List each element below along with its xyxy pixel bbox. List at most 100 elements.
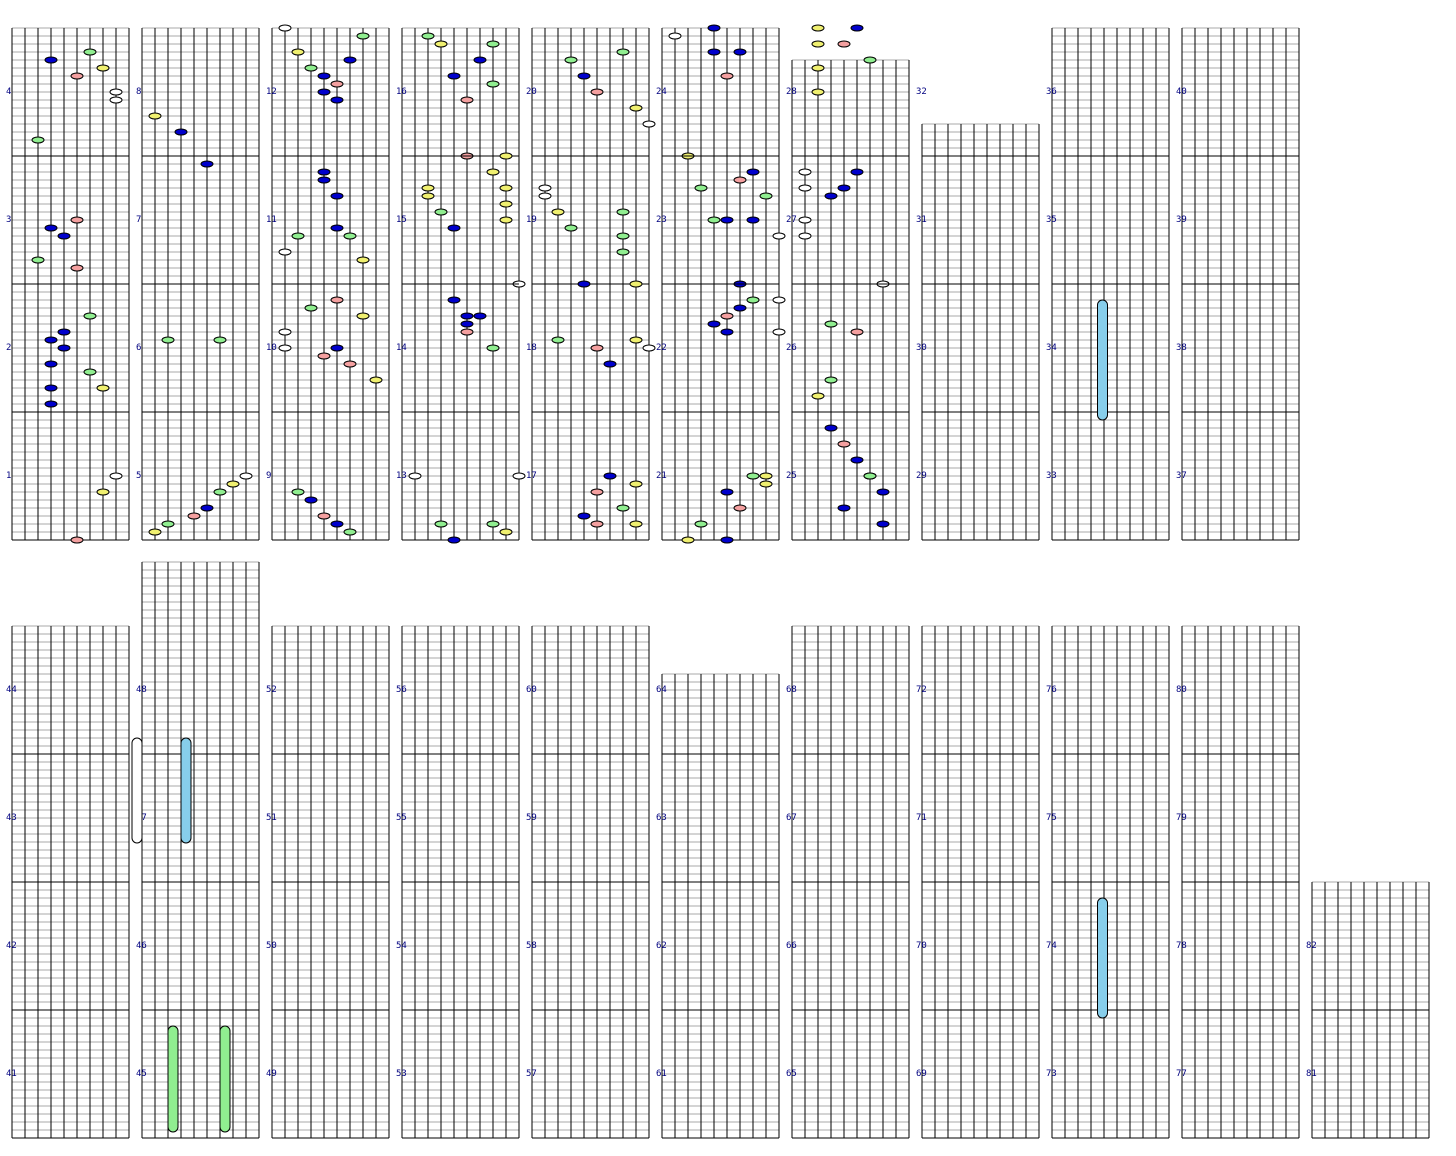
chart-column: 37 38 39 40 — [1176, 27, 1300, 541]
measure-number: 23 — [656, 215, 667, 225]
note-white — [798, 216, 812, 224]
note-green — [291, 488, 305, 496]
note-red — [850, 328, 864, 336]
note-green — [213, 488, 227, 496]
note-yellow — [356, 312, 370, 320]
note-red — [837, 40, 851, 48]
note-yellow — [421, 192, 435, 200]
measure-number: 61 — [656, 1069, 667, 1079]
measure-number: 1 — [6, 471, 11, 481]
note-yellow — [681, 536, 695, 544]
note-green — [343, 528, 357, 536]
note-green — [694, 184, 708, 192]
chart-root: 1234567891011121314151617181920212223242… — [6, 24, 1430, 1139]
note-green — [616, 248, 630, 256]
note-blue — [460, 312, 474, 320]
note-blue — [837, 504, 851, 512]
note-green — [694, 520, 708, 528]
measure-number: 48 — [136, 685, 147, 695]
note-blue — [304, 496, 318, 504]
note-blue — [850, 168, 864, 176]
hold-note — [1097, 299, 1108, 421]
measure-number: 24 — [656, 87, 667, 97]
note-blue — [44, 336, 58, 344]
measure-number: 38 — [1176, 343, 1187, 353]
measure-number: 20 — [526, 87, 537, 97]
note-white — [642, 120, 656, 128]
note-white — [109, 88, 123, 96]
note-green — [486, 344, 500, 352]
note-blue — [577, 512, 591, 520]
note-yellow — [629, 104, 643, 112]
measure-number: 65 — [786, 1069, 797, 1079]
note-blue — [447, 224, 461, 232]
note-blue — [317, 72, 331, 80]
note-yellow — [551, 208, 565, 216]
note-blue — [603, 472, 617, 480]
note-blue — [824, 192, 838, 200]
note-blue — [460, 320, 474, 328]
note-green — [863, 472, 877, 480]
note-red — [70, 216, 84, 224]
note-green — [421, 32, 435, 40]
measure-number: 42 — [6, 941, 17, 951]
note-yellow — [421, 184, 435, 192]
measure-number: 54 — [396, 941, 407, 951]
note-red — [590, 88, 604, 96]
measure-number: 45 — [136, 1069, 147, 1079]
note-green — [213, 336, 227, 344]
note-red — [460, 328, 474, 336]
note-blue — [447, 296, 461, 304]
measure-number: 18 — [526, 343, 537, 353]
note-blue — [876, 488, 890, 496]
note-blue — [707, 320, 721, 328]
note-blue — [174, 128, 188, 136]
measure-number: 40 — [1176, 87, 1187, 97]
chart-column: 21 22 23 24 — [656, 24, 786, 544]
note-green — [83, 48, 97, 56]
note-red — [733, 504, 747, 512]
note-green — [616, 48, 630, 56]
hold-note — [131, 737, 143, 844]
note-white — [239, 472, 253, 480]
note-green — [616, 232, 630, 240]
chart-column: 17 18 19 20 — [526, 27, 656, 541]
note-blue — [746, 216, 760, 224]
note-red — [733, 176, 747, 184]
chart-column: 29 30 31 32 — [916, 87, 1040, 541]
note-yellow — [629, 520, 643, 528]
note-green — [707, 216, 721, 224]
note-green — [434, 208, 448, 216]
note-red — [590, 344, 604, 352]
chart-column: 13 14 15 16 — [396, 27, 526, 544]
measure-number: 55 — [396, 813, 407, 823]
note-white — [278, 344, 292, 352]
note-yellow — [434, 40, 448, 48]
note-blue — [850, 24, 864, 32]
note-red — [720, 312, 734, 320]
note-red — [70, 536, 84, 544]
note-green — [564, 224, 578, 232]
measure-number: 78 — [1176, 941, 1187, 951]
note-white — [668, 32, 682, 40]
hold-note — [167, 1025, 179, 1133]
note-white — [538, 192, 552, 200]
measure-number: 44 — [6, 685, 17, 695]
note-green — [161, 520, 175, 528]
note-white — [798, 168, 812, 176]
note-red — [70, 264, 84, 272]
note-blue — [577, 72, 591, 80]
measure-number: 5 — [136, 471, 141, 481]
note-yellow — [148, 528, 162, 536]
measure-number: 2 — [6, 343, 11, 353]
note-blue — [200, 160, 214, 168]
note-blue — [200, 504, 214, 512]
note-green — [343, 232, 357, 240]
note-blue — [44, 400, 58, 408]
note-yellow — [759, 480, 773, 488]
measure-number: 9 — [266, 471, 271, 481]
note-blue — [733, 304, 747, 312]
measure-number: 6 — [136, 343, 141, 353]
note-blue — [317, 176, 331, 184]
